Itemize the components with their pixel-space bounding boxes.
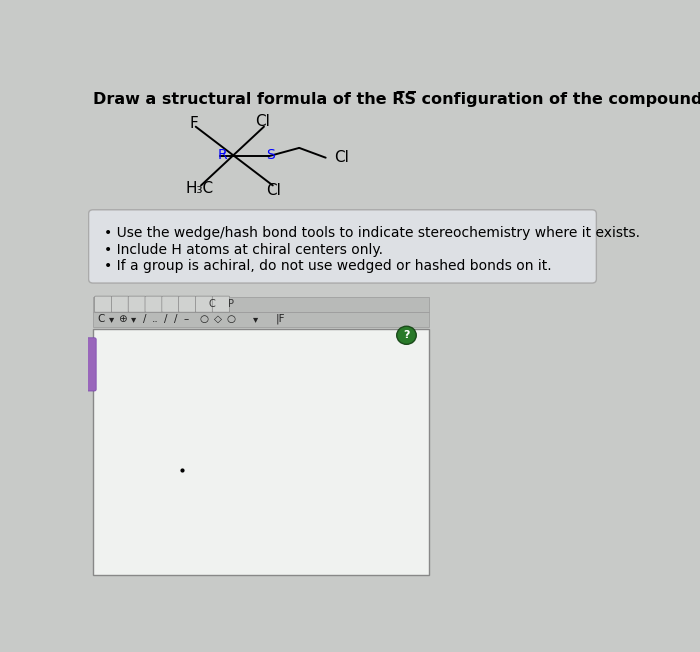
Text: C: C xyxy=(97,314,105,324)
Text: ◇: ◇ xyxy=(214,314,222,324)
Text: Cl: Cl xyxy=(256,114,270,129)
FancyBboxPatch shape xyxy=(178,296,196,312)
Text: ?: ? xyxy=(403,331,410,340)
Text: S: S xyxy=(267,147,275,162)
Text: –: – xyxy=(183,314,189,324)
Text: R: R xyxy=(217,147,227,162)
Text: /: / xyxy=(174,314,178,324)
Bar xyxy=(93,312,429,327)
FancyBboxPatch shape xyxy=(83,338,96,391)
Circle shape xyxy=(397,326,416,344)
Text: /: / xyxy=(164,314,168,324)
Text: Cl: Cl xyxy=(334,150,349,165)
Text: /: / xyxy=(143,314,146,324)
Text: ○: ○ xyxy=(227,314,236,324)
Text: F: F xyxy=(190,116,198,131)
Bar xyxy=(93,329,429,575)
Text: C: C xyxy=(209,299,216,309)
Text: • Include H atoms at chiral centers only.: • Include H atoms at chiral centers only… xyxy=(104,243,383,257)
FancyBboxPatch shape xyxy=(128,296,146,312)
FancyBboxPatch shape xyxy=(111,296,129,312)
Text: • Use the wedge/hash bond tools to indicate stereochemistry where it exists.: • Use the wedge/hash bond tools to indic… xyxy=(104,226,640,241)
Text: ▾: ▾ xyxy=(253,314,258,324)
Bar xyxy=(93,297,429,312)
Text: • If a group is achiral, do not use wedged or hashed bonds on it.: • If a group is achiral, do not use wedg… xyxy=(104,259,552,273)
FancyBboxPatch shape xyxy=(89,210,596,283)
FancyBboxPatch shape xyxy=(195,296,213,312)
Text: ..: .. xyxy=(152,314,159,324)
FancyBboxPatch shape xyxy=(145,296,162,312)
Text: H₃C: H₃C xyxy=(186,181,214,196)
FancyBboxPatch shape xyxy=(212,296,230,312)
FancyBboxPatch shape xyxy=(94,296,112,312)
Text: ○: ○ xyxy=(199,314,209,324)
Text: |F: |F xyxy=(275,314,285,325)
Text: Cl: Cl xyxy=(266,183,281,198)
Text: Draw a structural formula of the R̅S̅ configuration of the compound shown below.: Draw a structural formula of the R̅S̅ co… xyxy=(93,91,700,107)
Text: ▾: ▾ xyxy=(109,314,115,324)
Text: ⊕: ⊕ xyxy=(118,314,127,324)
FancyBboxPatch shape xyxy=(162,296,179,312)
Text: ▾: ▾ xyxy=(131,314,136,324)
Text: P: P xyxy=(228,299,235,309)
